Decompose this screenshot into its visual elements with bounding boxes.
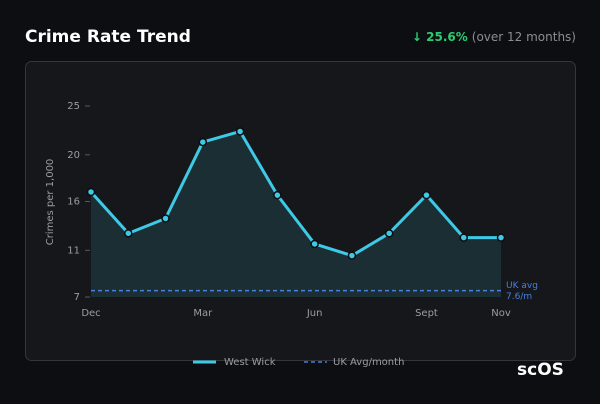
point bbox=[235, 127, 245, 136]
point bbox=[161, 214, 170, 223]
y-tick-label: 20 bbox=[67, 150, 80, 161]
point bbox=[347, 251, 357, 260]
y-tick-label: 7 bbox=[74, 292, 80, 303]
area bbox=[91, 131, 501, 297]
x-tick-label: Sept bbox=[415, 308, 438, 319]
point bbox=[310, 239, 319, 249]
logo: scOS bbox=[517, 360, 564, 380]
point bbox=[496, 233, 506, 242]
y-tick-label: 16 bbox=[67, 197, 80, 208]
change-note: (over 12 months) bbox=[472, 30, 576, 44]
x-tick-label: Mar bbox=[193, 308, 213, 319]
point bbox=[273, 190, 282, 200]
y-axis-label: Crimes per 1,000 bbox=[45, 159, 56, 246]
point bbox=[384, 229, 394, 238]
series-line bbox=[89, 129, 501, 258]
x-tick-label: Dec bbox=[81, 308, 100, 319]
x-tick-label: Jun bbox=[306, 308, 323, 319]
x-tick-label: Nov bbox=[491, 308, 511, 319]
legend-label: UK Avg/month bbox=[333, 357, 404, 368]
point bbox=[459, 233, 468, 242]
point bbox=[422, 190, 431, 200]
change-summary: ↓ 25.6% (over 12 months) bbox=[412, 30, 576, 44]
y-tick-label: 11 bbox=[67, 245, 80, 256]
panel bbox=[25, 61, 576, 361]
legend-label: West Wick bbox=[224, 357, 276, 368]
title: Crime Rate Trend bbox=[25, 27, 191, 47]
point bbox=[124, 229, 133, 238]
reference-label: 7.6/m bbox=[506, 292, 532, 302]
change: ↓ 25.6% bbox=[412, 30, 468, 44]
point bbox=[86, 187, 96, 197]
reference-label: UK avg bbox=[506, 281, 538, 291]
y-tick-label: 25 bbox=[67, 101, 80, 112]
point bbox=[198, 137, 208, 147]
